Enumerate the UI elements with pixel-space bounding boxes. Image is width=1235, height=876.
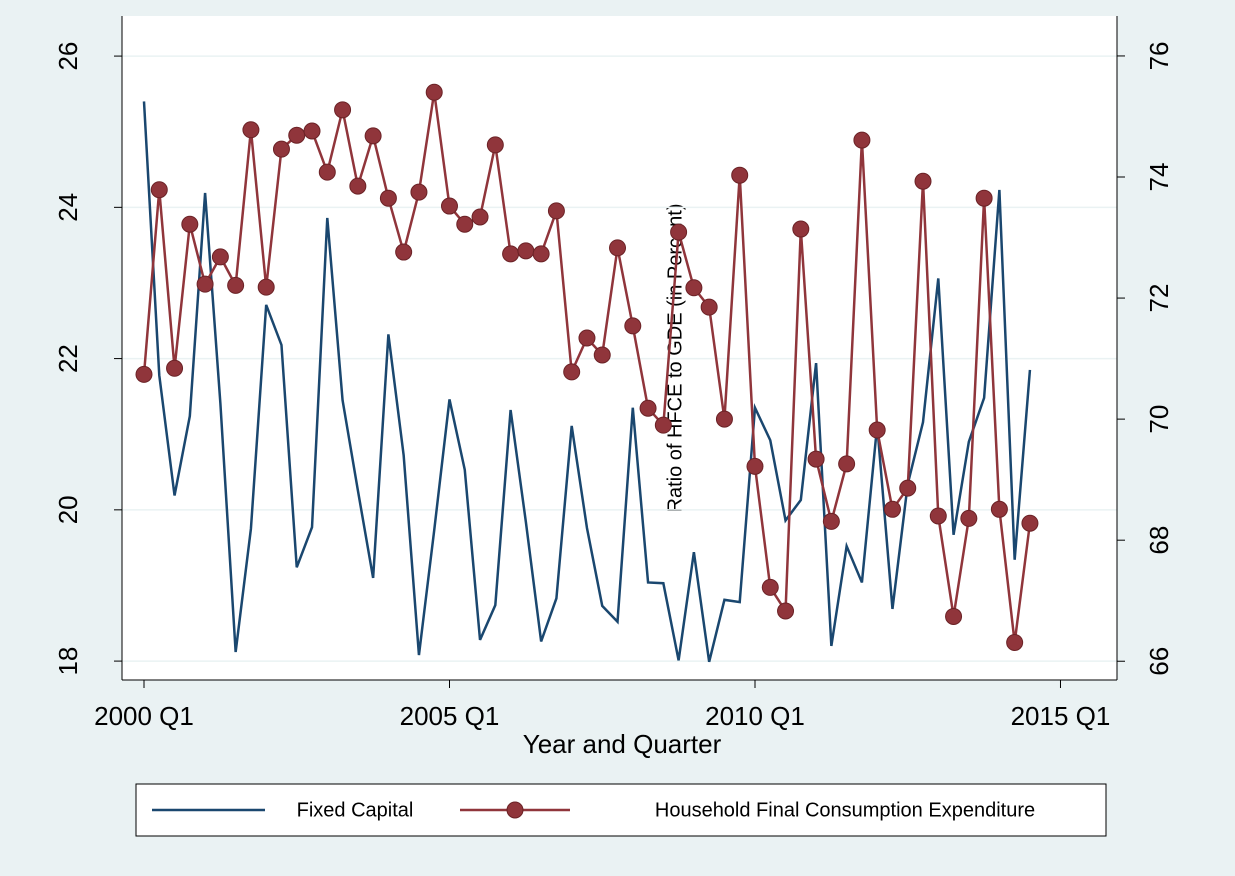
marker bbox=[609, 239, 627, 257]
y-tick-label: 20 bbox=[53, 495, 83, 524]
x-tick-label: 2010 Q1 bbox=[705, 701, 805, 731]
marker bbox=[807, 450, 825, 468]
marker bbox=[547, 202, 565, 220]
y2-tick-label: 66 bbox=[1144, 647, 1174, 676]
legend-marker bbox=[506, 801, 524, 819]
marker bbox=[349, 177, 367, 195]
y2-tick-label: 74 bbox=[1144, 163, 1174, 192]
marker bbox=[395, 243, 413, 261]
marker bbox=[181, 215, 199, 233]
marker bbox=[334, 101, 352, 119]
marker bbox=[532, 245, 550, 263]
marker bbox=[838, 455, 856, 473]
y2-tick-label: 76 bbox=[1144, 41, 1174, 70]
marker bbox=[899, 479, 917, 497]
marker bbox=[853, 131, 871, 149]
marker bbox=[318, 163, 336, 181]
marker bbox=[822, 512, 840, 530]
marker bbox=[211, 248, 229, 266]
marker bbox=[731, 166, 749, 184]
marker bbox=[364, 127, 382, 145]
legend-label: Fixed Capital bbox=[297, 799, 414, 821]
marker bbox=[883, 500, 901, 518]
y2-tick-label: 72 bbox=[1144, 284, 1174, 313]
y2-tick-label: 70 bbox=[1144, 405, 1174, 434]
marker bbox=[288, 126, 306, 144]
marker bbox=[303, 122, 321, 140]
marker bbox=[150, 181, 168, 199]
marker bbox=[563, 363, 581, 381]
marker bbox=[1006, 633, 1024, 651]
marker bbox=[746, 457, 764, 475]
marker bbox=[502, 245, 520, 263]
x-tick-label: 2000 Q1 bbox=[94, 701, 194, 731]
y2-tick-label: 68 bbox=[1144, 526, 1174, 555]
marker bbox=[517, 242, 535, 260]
y-tick-label: 18 bbox=[53, 647, 83, 676]
marker bbox=[624, 317, 642, 335]
marker bbox=[654, 416, 672, 434]
marker bbox=[777, 602, 795, 620]
marker bbox=[379, 189, 397, 207]
x-axis-title: Year and Quarter bbox=[523, 729, 722, 759]
marker bbox=[196, 275, 214, 293]
marker bbox=[486, 136, 504, 154]
marker bbox=[166, 359, 184, 377]
marker bbox=[1021, 514, 1039, 532]
marker bbox=[700, 298, 718, 316]
x-tick-label: 2005 Q1 bbox=[400, 701, 500, 731]
marker bbox=[242, 121, 260, 139]
marker bbox=[761, 578, 779, 596]
marker bbox=[792, 220, 810, 238]
marker bbox=[868, 421, 886, 439]
marker bbox=[471, 208, 489, 226]
marker bbox=[639, 399, 657, 417]
marker bbox=[929, 507, 947, 525]
marker bbox=[945, 607, 963, 625]
marker bbox=[914, 172, 932, 190]
marker bbox=[257, 278, 275, 296]
marker bbox=[440, 197, 458, 215]
y-tick-label: 22 bbox=[53, 344, 83, 373]
marker bbox=[456, 215, 474, 233]
marker bbox=[685, 279, 703, 297]
marker bbox=[578, 329, 596, 347]
plot-area bbox=[122, 16, 1117, 680]
y-tick-label: 26 bbox=[53, 42, 83, 71]
marker bbox=[135, 365, 153, 383]
marker bbox=[715, 410, 733, 428]
marker bbox=[975, 189, 993, 207]
marker bbox=[227, 276, 245, 294]
legend-label: Household Final Consumption Expenditure bbox=[655, 799, 1035, 821]
marker bbox=[593, 346, 611, 364]
series-line bbox=[142, 101, 1032, 663]
marker bbox=[960, 509, 978, 527]
marker bbox=[272, 140, 290, 158]
marker bbox=[670, 223, 688, 241]
marker bbox=[410, 183, 428, 201]
marker bbox=[990, 500, 1008, 518]
x-tick-label: 2015 Q1 bbox=[1011, 701, 1111, 731]
legend-box bbox=[135, 783, 1107, 837]
marker bbox=[425, 83, 443, 101]
y-tick-label: 24 bbox=[53, 193, 83, 222]
